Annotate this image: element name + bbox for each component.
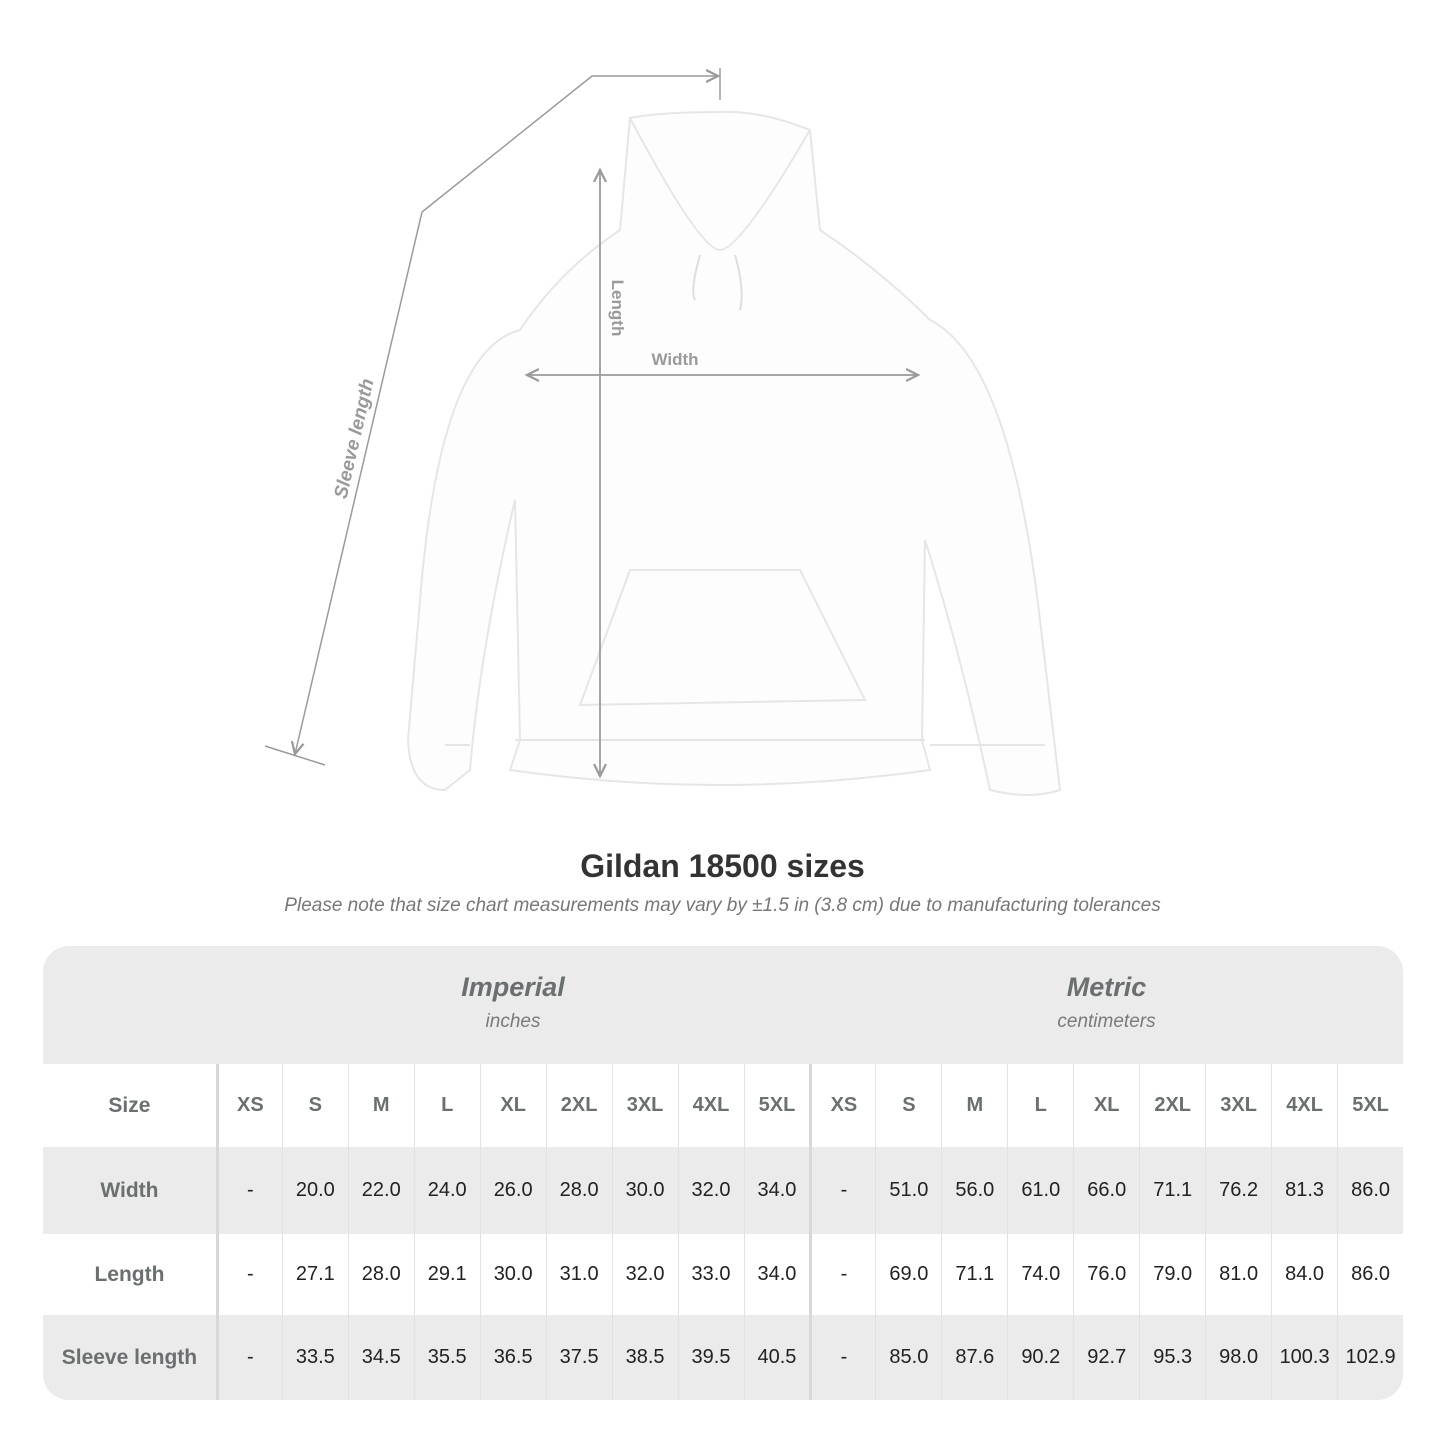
imperial-value-cell: 24.0 bbox=[413, 1147, 480, 1234]
imperial-value-cell: 33.5 bbox=[281, 1315, 348, 1400]
imperial-value-cell: 28.0 bbox=[347, 1234, 414, 1315]
metric-value-cell: 100.3 bbox=[1271, 1315, 1337, 1400]
hoodie-illustration bbox=[406, 110, 1062, 796]
metric-value-cell: 79.0 bbox=[1139, 1234, 1205, 1315]
imperial-title: Imperial bbox=[461, 972, 565, 1002]
metric-size-header: S bbox=[875, 1064, 941, 1147]
imperial-header: Imperial inches bbox=[216, 946, 810, 1064]
imperial-value-cell: 32.0 bbox=[611, 1234, 678, 1315]
size-header-row: Size XS S M L XL 2XL 3XL 4XL 5XL XS S M L XL 2XL 3XL 4XL 5… bbox=[43, 1064, 1403, 1147]
imperial-size-header: 3XL bbox=[611, 1064, 678, 1147]
metric-value-cell: 66.0 bbox=[1073, 1147, 1139, 1234]
metric-size-header: 5XL bbox=[1337, 1064, 1403, 1147]
row-label: Length bbox=[94, 1262, 165, 1286]
row-label: Size bbox=[108, 1093, 151, 1117]
imperial-value-cell: 28.0 bbox=[545, 1147, 612, 1234]
imperial-value-cell: 34.5 bbox=[347, 1315, 414, 1400]
imperial-value-cell: 33.0 bbox=[677, 1234, 744, 1315]
metric-value-cell: 51.0 bbox=[875, 1147, 941, 1234]
table-row: Sleeve length -33.5 34.5 35.5 36.5 37.5 38.5 39… bbox=[43, 1315, 1403, 1400]
metric-value-cell: - bbox=[809, 1315, 875, 1400]
metric-value-cell: 61.0 bbox=[1007, 1147, 1073, 1234]
metric-value-cell: 81.3 bbox=[1271, 1147, 1337, 1234]
imperial-value-cell: 20.0 bbox=[281, 1147, 348, 1234]
metric-unit: centimeters bbox=[1057, 1011, 1156, 1032]
imperial-size-header: L bbox=[413, 1064, 480, 1147]
metric-value-cell: 71.1 bbox=[941, 1234, 1007, 1315]
imperial-value-cell: 31.0 bbox=[545, 1234, 612, 1315]
metric-value-cell: 69.0 bbox=[875, 1234, 941, 1315]
imperial-value-cell: 36.5 bbox=[479, 1315, 546, 1400]
imperial-value-cell: 32.0 bbox=[677, 1147, 744, 1234]
imperial-value-cell: 30.0 bbox=[479, 1234, 546, 1315]
metric-value-cell: 85.0 bbox=[875, 1315, 941, 1400]
metric-value-cell: 74.0 bbox=[1007, 1234, 1073, 1315]
length-label: Length bbox=[608, 280, 627, 337]
imperial-value-cell: 39.5 bbox=[677, 1315, 744, 1400]
imperial-value-cell: 29.1 bbox=[413, 1234, 480, 1315]
metric-size-header: 3XL bbox=[1205, 1064, 1271, 1147]
hoodie-diagram: Length Width Sleeve length bbox=[264, 68, 1062, 796]
metric-value-cell: 86.0 bbox=[1337, 1234, 1403, 1315]
imperial-value-cell: 22.0 bbox=[347, 1147, 414, 1234]
metric-value-cell: 76.0 bbox=[1073, 1234, 1139, 1315]
metric-value-cell: 84.0 bbox=[1271, 1234, 1337, 1315]
metric-value-cell: 56.0 bbox=[941, 1147, 1007, 1234]
metric-size-header: 4XL bbox=[1271, 1064, 1337, 1147]
imperial-value-cell: 34.0 bbox=[743, 1234, 810, 1315]
metric-title: Metric bbox=[1066, 972, 1147, 1002]
imperial-value-cell: 37.5 bbox=[545, 1315, 612, 1400]
sleeve-length-label: Sleeve length bbox=[331, 377, 379, 501]
metric-value-cell: 90.2 bbox=[1007, 1315, 1073, 1400]
imperial-value-cell: - bbox=[215, 1315, 282, 1400]
imperial-size-header: XS bbox=[215, 1064, 282, 1147]
metric-size-header: 2XL bbox=[1139, 1064, 1205, 1147]
metric-size-header: XL bbox=[1073, 1064, 1139, 1147]
imperial-value-cell: 34.0 bbox=[743, 1147, 810, 1234]
measurement-lines bbox=[264, 68, 918, 776]
metric-value-cell: 95.3 bbox=[1139, 1315, 1205, 1400]
imperial-value-cell: 38.5 bbox=[611, 1315, 678, 1400]
width-label: Width bbox=[651, 350, 698, 369]
imperial-size-header: 2XL bbox=[545, 1064, 612, 1147]
imperial-size-header: 4XL bbox=[677, 1064, 744, 1147]
metric-value-cell: 92.7 bbox=[1073, 1315, 1139, 1400]
metric-value-cell: 86.0 bbox=[1337, 1147, 1403, 1234]
imperial-unit: inches bbox=[485, 1011, 541, 1032]
row-label: Sleeve length bbox=[61, 1345, 198, 1369]
metric-value-cell: 102.9 bbox=[1337, 1315, 1403, 1400]
metric-value-cell: 76.2 bbox=[1205, 1147, 1271, 1234]
table-row: Width -20.0 22.0 24.0 26.0 28.0 30.0 32.0 34.0-5… bbox=[43, 1147, 1403, 1234]
metric-value-cell: - bbox=[809, 1234, 875, 1315]
imperial-value-cell: 40.5 bbox=[743, 1315, 810, 1400]
imperial-value-cell: 26.0 bbox=[479, 1147, 546, 1234]
tolerance-note: Please note that size chart measurements… bbox=[284, 895, 1161, 916]
metric-size-header: XS bbox=[809, 1064, 875, 1147]
imperial-value-cell: 27.1 bbox=[281, 1234, 348, 1315]
row-label: Width bbox=[100, 1178, 159, 1202]
metric-value-cell: - bbox=[809, 1147, 875, 1234]
imperial-value-cell: - bbox=[215, 1147, 282, 1234]
metric-size-header: M bbox=[941, 1064, 1007, 1147]
imperial-value-cell: 35.5 bbox=[413, 1315, 480, 1400]
imperial-size-header: XL bbox=[479, 1064, 546, 1147]
imperial-size-header: M bbox=[347, 1064, 414, 1147]
metric-value-cell: 81.0 bbox=[1205, 1234, 1271, 1315]
imperial-size-header: S bbox=[281, 1064, 348, 1147]
chart-title: Gildan 18500 sizes bbox=[580, 848, 865, 884]
table-row: Length -27.1 28.0 29.1 30.0 31.0 32.0 33.0 34.0-… bbox=[43, 1234, 1403, 1315]
metric-value-cell: 71.1 bbox=[1139, 1147, 1205, 1234]
metric-header: Metric centimeters bbox=[810, 946, 1403, 1064]
metric-value-cell: 87.6 bbox=[941, 1315, 1007, 1400]
imperial-size-header: 5XL bbox=[743, 1064, 810, 1147]
metric-size-header: L bbox=[1007, 1064, 1073, 1147]
imperial-value-cell: - bbox=[215, 1234, 282, 1315]
size-table: Imperial inches Metric centimeters Size X… bbox=[43, 946, 1403, 1400]
metric-value-cell: 98.0 bbox=[1205, 1315, 1271, 1400]
imperial-value-cell: 30.0 bbox=[611, 1147, 678, 1234]
